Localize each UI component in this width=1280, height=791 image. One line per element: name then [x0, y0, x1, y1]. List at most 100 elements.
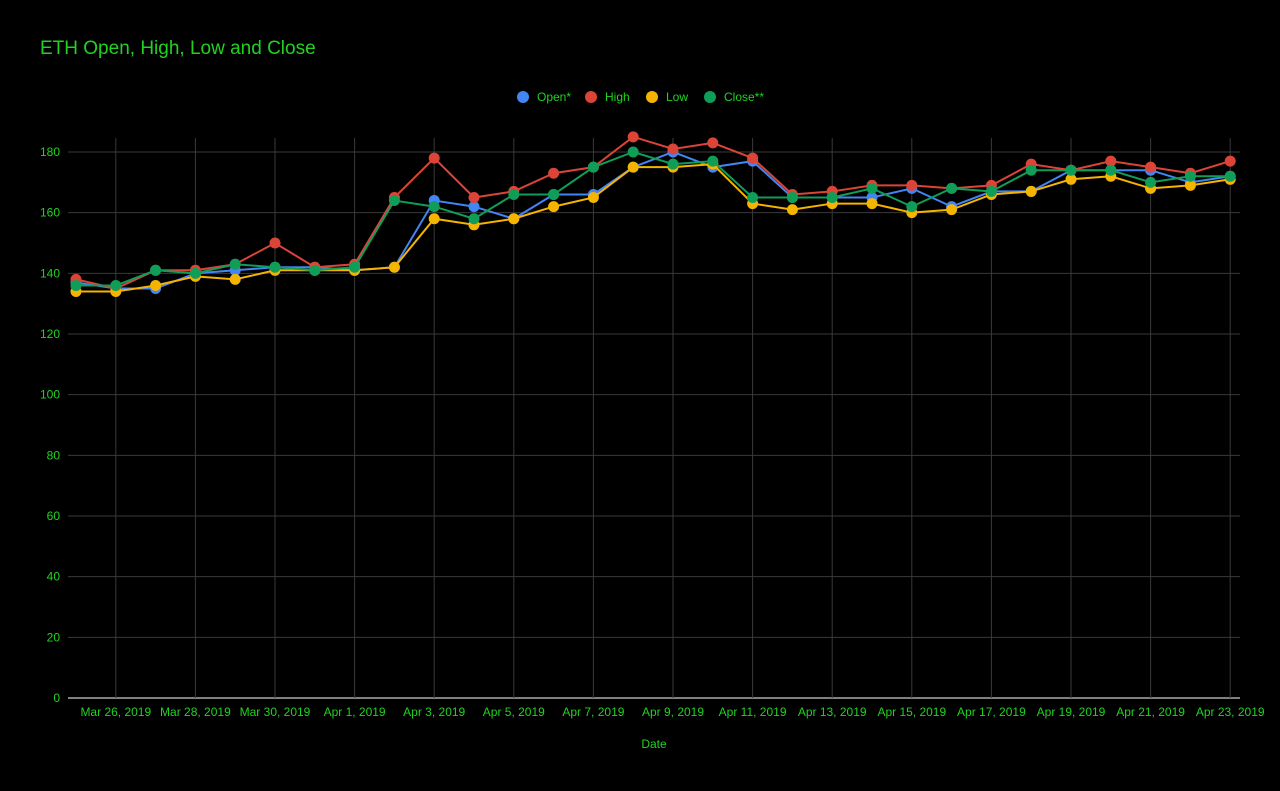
y-axis-ticks: 0 20 40 60 80 100 120 140 160 180: [40, 145, 60, 705]
x-tick-label: Apr 1, 2019: [324, 705, 386, 719]
y-tick-label: 180: [40, 145, 60, 159]
data-point-high[interactable]: [1145, 161, 1157, 173]
data-point-low[interactable]: [627, 161, 639, 173]
data-point-low[interactable]: [1184, 179, 1196, 191]
data-point-close[interactable]: [150, 264, 162, 276]
data-point-open[interactable]: [468, 201, 480, 213]
data-point-close[interactable]: [229, 258, 241, 270]
data-point-close[interactable]: [269, 261, 281, 273]
legend-item-close[interactable]: Close**: [704, 90, 764, 104]
data-point-close[interactable]: [826, 192, 838, 203]
data-point-close[interactable]: [1025, 164, 1037, 176]
x-tick-label: Apr 19, 2019: [1037, 705, 1106, 719]
series-close: [70, 146, 1236, 291]
legend: Open* High Low Close**: [0, 90, 1280, 106]
data-point-close[interactable]: [1224, 170, 1236, 182]
data-point-close[interactable]: [1184, 170, 1196, 182]
x-tick-label: Mar 28, 2019: [160, 705, 231, 719]
legend-label-high: High: [605, 90, 630, 104]
data-point-low[interactable]: [548, 201, 560, 213]
data-point-close[interactable]: [388, 195, 400, 207]
data-point-close[interactable]: [309, 264, 321, 276]
data-point-high[interactable]: [667, 143, 679, 155]
data-point-close[interactable]: [1105, 164, 1117, 176]
series-line-low: [76, 163, 1231, 293]
legend-item-high[interactable]: High: [585, 90, 630, 104]
legend-marker-open: [517, 91, 529, 103]
grid: [68, 138, 1240, 699]
legend-label-open: Open*: [537, 90, 572, 104]
x-tick-label: Apr 11, 2019: [719, 705, 787, 719]
data-point-low[interactable]: [508, 213, 520, 225]
data-point-close[interactable]: [747, 192, 759, 203]
data-point-close[interactable]: [189, 267, 201, 279]
series-group: [70, 131, 1236, 298]
legend-item-low[interactable]: Low: [646, 90, 688, 104]
series-line-close: [76, 150, 1231, 287]
data-point-low[interactable]: [229, 273, 241, 285]
data-point-high[interactable]: [627, 131, 639, 143]
legend-item-open[interactable]: Open*: [517, 90, 571, 104]
data-point-close[interactable]: [985, 185, 997, 197]
data-point-close[interactable]: [667, 158, 679, 170]
legend-label-low: Low: [666, 90, 689, 104]
x-tick-label: Apr 5, 2019: [483, 705, 545, 719]
y-tick-label: 60: [47, 509, 61, 523]
data-point-high[interactable]: [269, 237, 281, 249]
x-axis-ticks: Mar 26, 2019 Mar 28, 2019 Mar 30, 2019 Apr …: [80, 705, 1264, 719]
data-point-close[interactable]: [707, 155, 719, 167]
data-point-high[interactable]: [428, 152, 440, 164]
data-point-high[interactable]: [548, 167, 560, 179]
data-point-high[interactable]: [1224, 155, 1236, 167]
data-point-close[interactable]: [508, 188, 520, 200]
data-point-close[interactable]: [110, 279, 122, 291]
data-point-low[interactable]: [1065, 173, 1077, 185]
data-point-close[interactable]: [428, 201, 440, 213]
data-point-close[interactable]: [786, 192, 798, 203]
data-point-low[interactable]: [946, 204, 958, 216]
x-tick-label: Apr 15, 2019: [877, 705, 946, 719]
data-point-close[interactable]: [349, 261, 361, 273]
data-point-low[interactable]: [1025, 185, 1037, 197]
data-point-high[interactable]: [1105, 155, 1117, 167]
y-tick-label: 40: [47, 570, 61, 584]
data-point-close[interactable]: [468, 213, 480, 225]
data-point-close[interactable]: [548, 188, 560, 200]
series-line-high: [75, 135, 1231, 290]
data-point-low[interactable]: [428, 213, 440, 225]
y-tick-label: 160: [40, 206, 60, 220]
legend-marker-high: [585, 91, 597, 103]
data-point-close[interactable]: [906, 201, 918, 213]
data-point-close[interactable]: [866, 182, 878, 194]
x-tick-label: Apr 21, 2019: [1116, 705, 1185, 719]
data-point-high[interactable]: [747, 152, 759, 164]
y-tick-label: 120: [40, 327, 60, 341]
series-low: [70, 158, 1236, 298]
x-tick-label: Apr 23, 2019: [1196, 705, 1265, 719]
legend-marker-low: [646, 91, 658, 103]
y-tick-label: 0: [53, 691, 60, 705]
data-point-high[interactable]: [468, 192, 480, 203]
data-point-close[interactable]: [70, 279, 82, 291]
y-tick-label: 80: [47, 448, 61, 462]
legend-marker-close: [704, 91, 716, 103]
data-point-close[interactable]: [1065, 164, 1077, 176]
data-point-low[interactable]: [150, 279, 162, 291]
data-point-high[interactable]: [906, 179, 918, 191]
data-point-low[interactable]: [786, 204, 798, 216]
data-point-close[interactable]: [587, 161, 599, 173]
data-point-close[interactable]: [627, 146, 639, 158]
data-point-close[interactable]: [946, 182, 958, 194]
data-point-close[interactable]: [1145, 176, 1157, 188]
y-tick-label: 20: [47, 630, 61, 644]
data-point-low[interactable]: [587, 192, 599, 203]
x-tick-label: Apr 17, 2019: [957, 705, 1026, 719]
x-tick-label: Mar 30, 2019: [240, 705, 311, 719]
data-point-high[interactable]: [707, 137, 719, 149]
x-tick-label: Apr 3, 2019: [403, 705, 465, 719]
data-point-low[interactable]: [388, 261, 400, 273]
x-tick-label: Apr 13, 2019: [798, 705, 867, 719]
data-point-low[interactable]: [866, 198, 878, 210]
x-tick-label: Apr 9, 2019: [642, 705, 704, 719]
